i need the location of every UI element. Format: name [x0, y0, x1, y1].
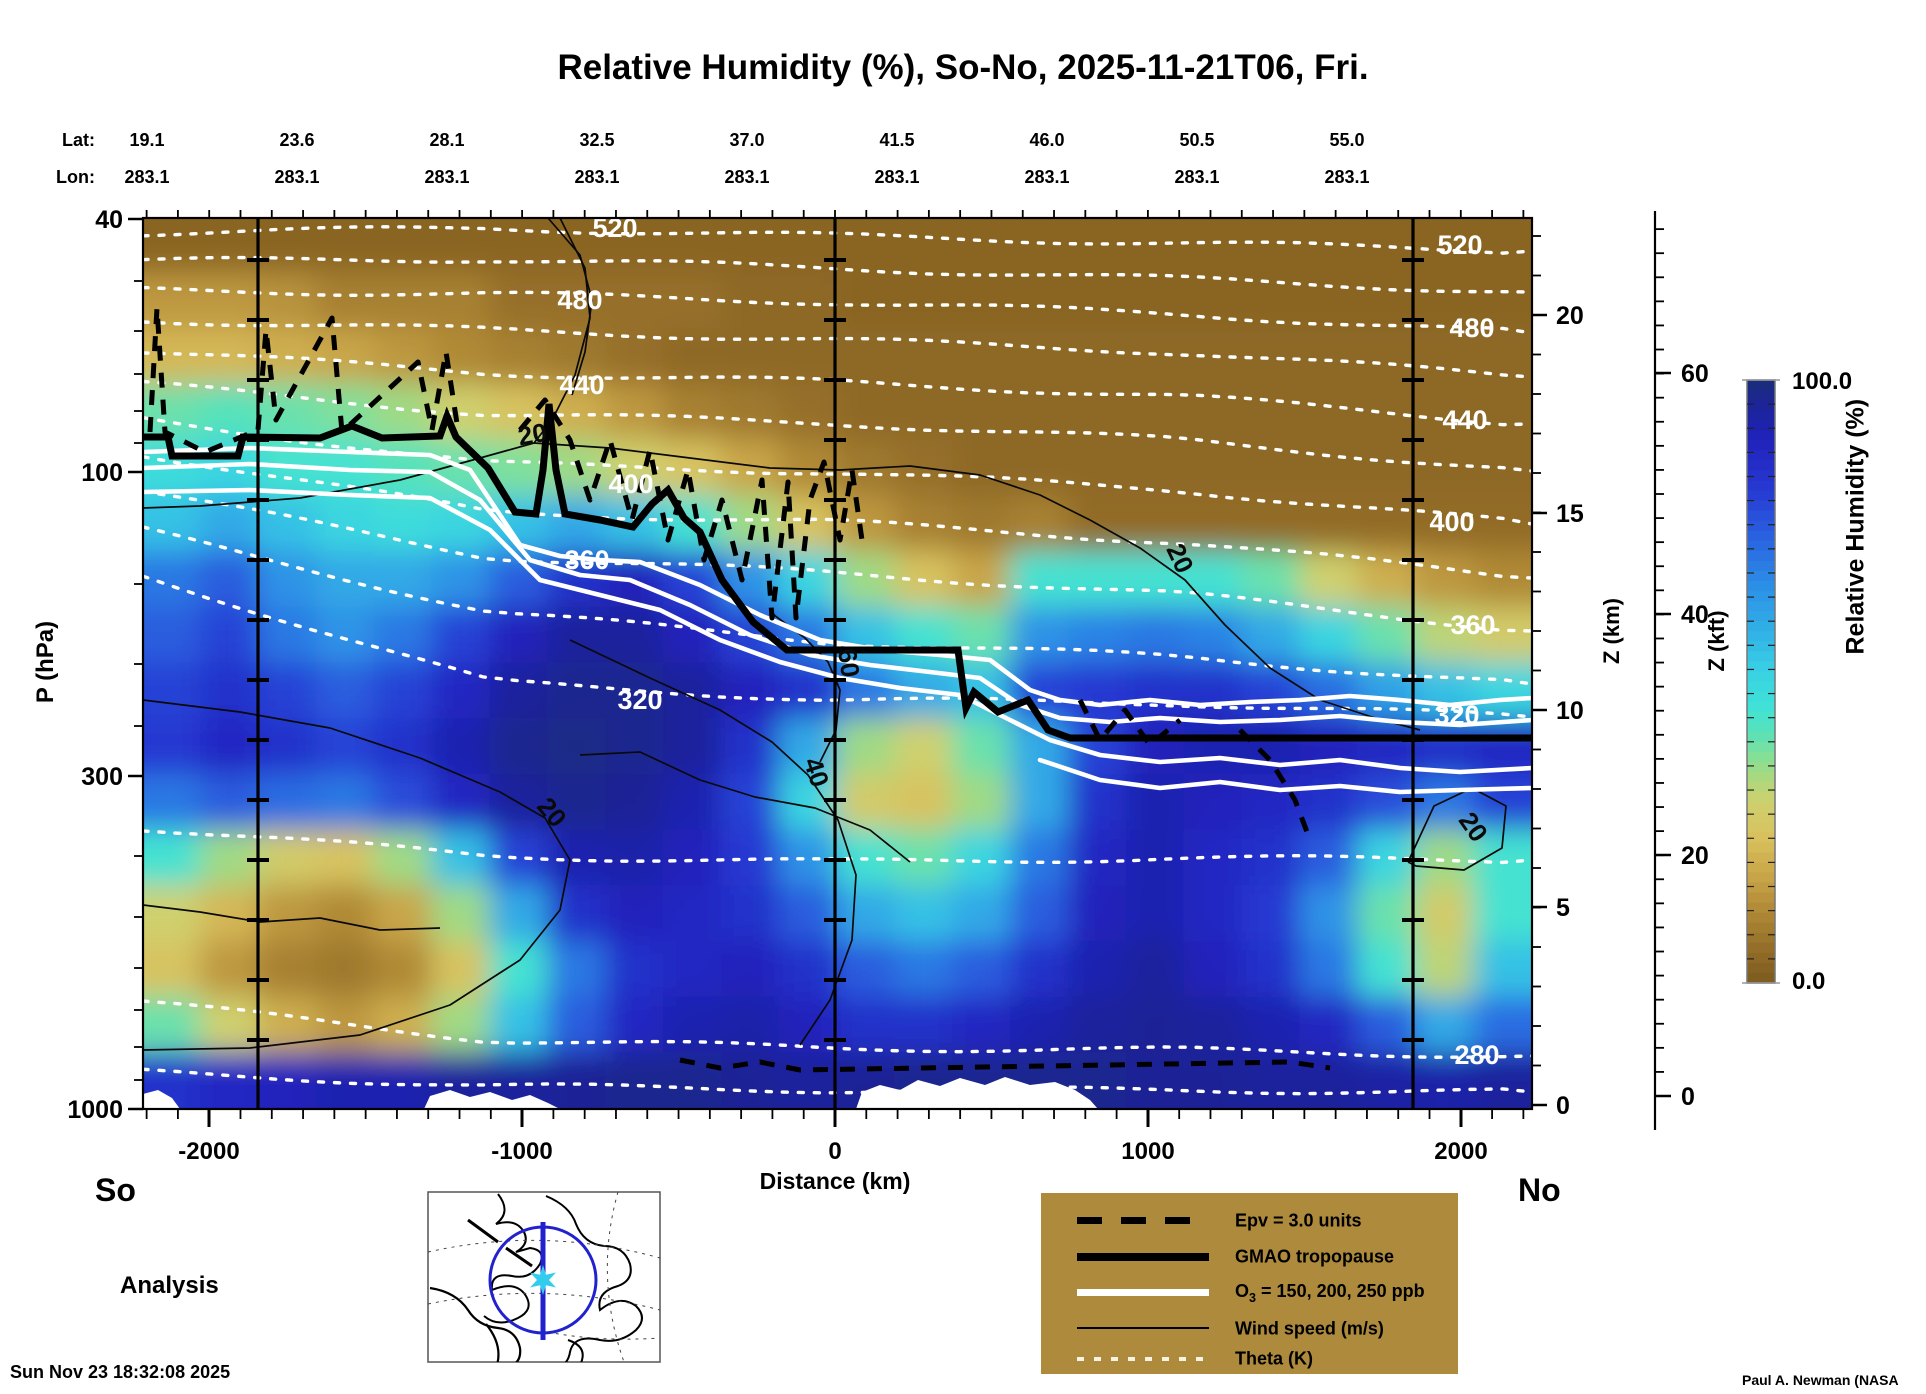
lat-value: 28.1 [429, 130, 465, 150]
distance-tick-labels: -2000 -1000 0 1000 2000 [178, 1138, 1487, 1165]
svg-text:400: 400 [608, 469, 653, 499]
wind-line-sample [1077, 1327, 1209, 1329]
legend-box: Epv = 3.0 units GMAO tropopause O3 = 150… [1041, 1193, 1458, 1374]
legend-item-ozone: O3 = 150, 200, 250 ppb [1041, 1275, 1458, 1311]
z-kft-axis-title: Z (kft) [1704, 610, 1729, 672]
svg-text:100: 100 [81, 459, 123, 487]
ozone-contours [143, 445, 1532, 795]
svg-text:60: 60 [1681, 360, 1709, 388]
lat-value: 23.6 [279, 130, 315, 150]
svg-text:60: 60 [832, 646, 866, 679]
svg-text:40: 40 [1681, 601, 1709, 629]
svg-text:320: 320 [1434, 700, 1479, 730]
legend-label: O3 = 150, 200, 250 ppb [1235, 1281, 1425, 1305]
lon-value: 283.1 [724, 167, 770, 187]
zkft-tick-labels: 0 20 40 60 [1681, 360, 1709, 1111]
colorbar-title: Relative Humidity (%) [1841, 398, 1870, 655]
map-inset [427, 1191, 661, 1363]
lat-value: 32.5 [579, 130, 615, 150]
epv-line-sample [1077, 1217, 1209, 1224]
lat-value: 41.5 [879, 130, 915, 150]
legend-item-theta: Theta (K) [1041, 1341, 1458, 1377]
lat-value: 50.5 [1179, 130, 1215, 150]
colorbar-max-label: 100.0 [1792, 368, 1853, 395]
legend-item-tropopause: GMAO tropopause [1041, 1239, 1458, 1275]
svg-text:1000: 1000 [1121, 1138, 1174, 1165]
lon-value: 283.1 [1174, 167, 1220, 187]
lat-value: 37.0 [729, 130, 765, 150]
lon-value: 283.1 [1024, 167, 1070, 187]
distance-axis-title: Distance (km) [759, 1168, 911, 1194]
svg-text:360: 360 [564, 545, 609, 575]
svg-text:20: 20 [1556, 302, 1584, 330]
svg-text:520: 520 [1437, 230, 1482, 260]
svg-text:480: 480 [1449, 313, 1494, 343]
chart-title: Relative Humidity (%), So-No, 2025-11-21… [557, 48, 1369, 87]
map-coastlines [429, 1193, 643, 1362]
south-endpoint-label: So [95, 1172, 136, 1208]
svg-text:300: 300 [81, 763, 123, 791]
theta-labels: 520 480 440 400 360 320 520 480 440 400 360 320 280 [557, 213, 1499, 1070]
pressure-tick-labels: 40 100 300 1000 [67, 206, 123, 1124]
credit-text: Paul A. Newman (NASA [1742, 1372, 1899, 1388]
generation-timestamp: Sun Nov 23 18:32:08 2025 [10, 1362, 231, 1382]
lat-value: 46.0 [1029, 130, 1065, 150]
zkm-tick-labels: 0 5 10 15 20 [1556, 302, 1584, 1120]
legend-label: Wind speed (m/s) [1235, 1318, 1384, 1339]
pressure-axis-title: P (hPa) [32, 620, 59, 704]
lon-value: 283.1 [874, 167, 920, 187]
svg-text:440: 440 [559, 370, 604, 400]
lon-value: 283.1 [124, 167, 170, 187]
lon-value: 283.1 [274, 167, 320, 187]
legend-item-wind: Wind speed (m/s) [1041, 1311, 1458, 1347]
svg-text:480: 480 [557, 285, 602, 315]
colorbar [1742, 379, 1780, 984]
svg-text:2000: 2000 [1434, 1138, 1487, 1165]
svg-text:-1000: -1000 [491, 1138, 552, 1165]
svg-text:400: 400 [1429, 507, 1474, 537]
svg-text:5: 5 [1556, 894, 1570, 922]
tropopause-line-sample [1077, 1253, 1209, 1261]
svg-text:0: 0 [828, 1138, 841, 1165]
lon-value: 283.1 [574, 167, 620, 187]
ozone-line-sample [1077, 1289, 1209, 1296]
legend-label: Theta (K) [1235, 1348, 1313, 1369]
plot-area: 520 480 440 400 360 320 520 480 440 400 360 320 280 2… [143, 213, 1532, 1109]
lon-value: 283.1 [424, 167, 470, 187]
z-km-axis-title: Z (km) [1599, 598, 1624, 664]
map-center-star [530, 1265, 556, 1295]
lon-value: 283.1 [1324, 167, 1370, 187]
svg-text:40: 40 [95, 206, 123, 234]
svg-text:-2000: -2000 [178, 1138, 239, 1165]
colorbar-min-label: 0.0 [1792, 968, 1826, 995]
tropopause-line [143, 403, 1532, 742]
svg-text:0: 0 [1556, 1092, 1570, 1120]
theta-line-sample [1077, 1357, 1209, 1361]
legend-item-epv: Epv = 3.0 units [1041, 1203, 1458, 1239]
svg-text:440: 440 [1442, 405, 1487, 435]
reference-lines [247, 218, 1424, 1109]
lon-row-label: Lon: [56, 167, 95, 187]
axes [128, 210, 1671, 1130]
svg-text:320: 320 [617, 685, 662, 715]
lat-row-label: Lat: [62, 130, 95, 150]
svg-text:280: 280 [1454, 1040, 1499, 1070]
svg-text:20: 20 [516, 417, 550, 452]
legend-label: Epv = 3.0 units [1235, 1210, 1362, 1231]
svg-text:20: 20 [1681, 842, 1709, 870]
terrain-patches [143, 1077, 1098, 1109]
lat-value: 55.0 [1329, 130, 1365, 150]
svg-text:360: 360 [1450, 610, 1495, 640]
legend-label: GMAO tropopause [1235, 1246, 1395, 1267]
svg-text:15: 15 [1556, 500, 1584, 528]
svg-text:0: 0 [1681, 1083, 1695, 1111]
lat-value: 19.1 [129, 130, 165, 150]
north-endpoint-label: No [1518, 1172, 1561, 1208]
svg-text:520: 520 [592, 213, 637, 243]
analysis-label: Analysis [120, 1272, 219, 1299]
svg-text:1000: 1000 [67, 1096, 123, 1124]
svg-text:10: 10 [1556, 697, 1584, 725]
